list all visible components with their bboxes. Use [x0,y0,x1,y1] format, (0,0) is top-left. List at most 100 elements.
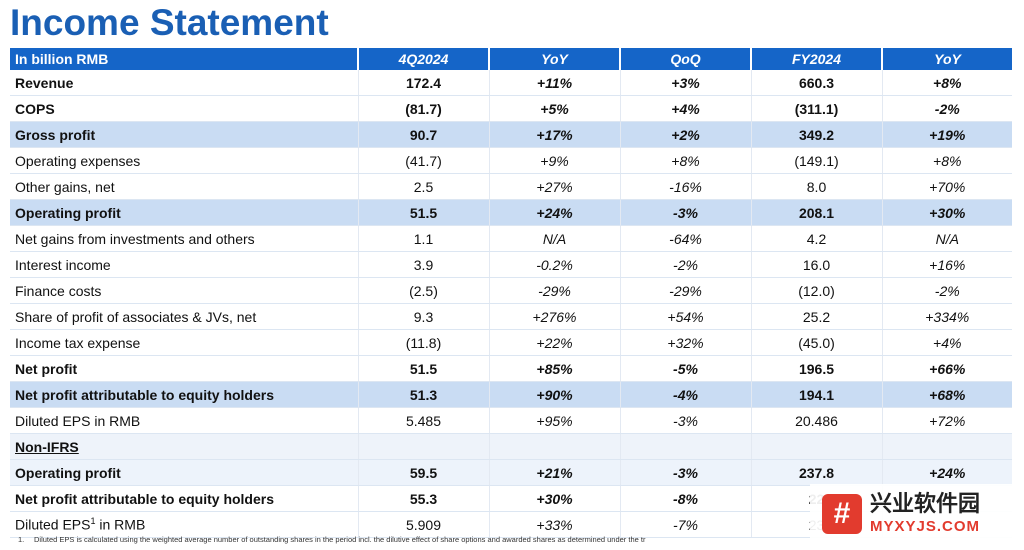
cell-quarter-yoy: +17% [488,121,620,148]
cell-quarter-yoy: +33% [488,511,620,538]
cell-4q2024: (11.8) [357,329,489,356]
cell-qoq: +32% [619,329,751,356]
cell-full-year-yoy: +72% [881,407,1012,434]
table-row: Operating profit 51.5 +24% -3% 208.1 +30… [10,199,1012,226]
cell-quarter-yoy: +9% [488,147,620,174]
cell-fy2024: (12.0) [750,277,882,304]
row-label: Net gains from investments and others [10,225,358,252]
cell-full-year-yoy: +70% [881,173,1012,200]
cell-qoq: +8% [619,147,751,174]
table-row: Gross profit 90.7 +17% +2% 349.2 +19% [10,121,1012,148]
cell-quarter-yoy: +85% [488,355,620,382]
cell-fy2024: (311.1) [750,95,882,122]
table-row: Operating profit 59.5 +21% -3% 237.8 +24… [10,459,1012,486]
table-row: Revenue 172.4 +11% +3% 660.3 +8% [10,70,1012,96]
row-label: Net profit [10,355,358,382]
table-header-row: In billion RMB 4Q2024 YoY QoQ FY2024 YoY [10,48,1012,70]
row-label: Diluted EPS1 in RMB [10,511,358,538]
cell-quarter-yoy: +27% [488,173,620,200]
cell-full-year-yoy: +8% [881,147,1012,174]
watermark-logo-icon: # [822,494,862,534]
watermark-text: 兴业软件园 MYXYJS.COM [870,492,980,536]
table-row: Net profit attributable to equity holder… [10,381,1012,408]
cell-qoq: -64% [619,225,751,252]
cell-4q2024: (41.7) [357,147,489,174]
cell-qoq: -3% [619,407,751,434]
cell-4q2024: 51.3 [357,381,489,408]
cell-fy2024: 660.3 [750,70,882,96]
cell-qoq: -3% [619,199,751,226]
table-row: Interest income 3.9 -0.2% -2% 16.0 +16% [10,251,1012,278]
header-4q2024: 4Q2024 [357,48,489,70]
table-row: Finance costs (2.5) -29% -29% (12.0) -2% [10,277,1012,304]
page-title: Income Statement [10,2,329,43]
cell-4q2024: 5.909 [357,511,489,538]
cell-fy2024: 16.0 [750,251,882,278]
row-label: Operating expenses [10,147,358,174]
cell-fy2024: 208.1 [750,199,882,226]
row-label: Finance costs [10,277,358,304]
row-label: Share of profit of associates & JVs, net [10,303,358,330]
cell-full-year-yoy: +30% [881,199,1012,226]
cell-fy2024: 25.2 [750,303,882,330]
section-label: Non-IFRS [10,433,358,460]
cell-quarter-yoy: +22% [488,329,620,356]
income-statement-table: In billion RMB 4Q2024 YoY QoQ FY2024 YoY… [10,48,1012,538]
header-unit-label: In billion RMB [10,48,358,70]
cell-quarter-yoy: -29% [488,277,620,304]
cell-full-year-yoy: +8% [881,70,1012,96]
cell-quarter-yoy: +30% [488,485,620,512]
cell-fy2024: (45.0) [750,329,882,356]
cell-4q2024: (2.5) [357,277,489,304]
row-label: Interest income [10,251,358,278]
footnote: 1. Diluted EPS is calculated using the we… [18,535,645,544]
cell-quarter-yoy: -0.2% [488,251,620,278]
cell-full-year-yoy: +24% [881,459,1012,486]
table-row: Net gains from investments and others 1.… [10,225,1012,252]
cell-4q2024: 9.3 [357,303,489,330]
row-label: COPS [10,95,358,122]
watermark-name: 兴业软件园 [870,492,981,517]
cell-quarter-yoy: +24% [488,199,620,226]
row-label: Operating profit [10,199,358,226]
cell-full-year-yoy: +19% [881,121,1012,148]
table-row: Income tax expense (11.8) +22% +32% (45.… [10,329,1012,356]
cell-4q2024: 51.5 [357,355,489,382]
cell-full-year-yoy: -2% [881,277,1012,304]
cell-qoq: -7% [619,511,751,538]
row-label: Other gains, net [10,173,358,200]
row-label: Net profit attributable to equity holder… [10,381,358,408]
cell-4q2024: 55.3 [357,485,489,512]
cell-quarter-yoy: +11% [488,70,620,96]
table-row: Operating expenses (41.7) +9% +8% (149.1… [10,147,1012,174]
cell-full-year-yoy: +66% [881,355,1012,382]
cell-full-year-yoy: +16% [881,251,1012,278]
footnote-marker: 1 [90,516,96,527]
cell-4q2024: 5.485 [357,407,489,434]
cell-fy2024: 4.2 [750,225,882,252]
cell-qoq: +4% [619,95,751,122]
table-row: COPS (81.7) +5% +4% (311.1) -2% [10,95,1012,122]
cell-qoq: +2% [619,121,751,148]
cell-fy2024: 196.5 [750,355,882,382]
row-label: Operating profit [10,459,358,486]
cell-fy2024: 349.2 [750,121,882,148]
cell-qoq: -4% [619,381,751,408]
cell-qoq: +3% [619,70,751,96]
table-row: Net profit 51.5 +85% -5% 196.5 +66% [10,355,1012,382]
table-row: Share of profit of associates & JVs, net… [10,303,1012,330]
cell-qoq: -3% [619,459,751,486]
cell-qoq: -8% [619,485,751,512]
cell-4q2024: 3.9 [357,251,489,278]
non-ifrs-label: Non-IFRS [15,438,79,455]
cell-quarter-yoy: +276% [488,303,620,330]
footnote-text: Diluted EPS is calculated using the weig… [34,535,646,544]
cell-full-year-yoy: +68% [881,381,1012,408]
cell-fy2024: 237.8 [750,459,882,486]
cell-fy2024: 8.0 [750,173,882,200]
eps-label-tail: in RMB [95,516,146,533]
cell-quarter-yoy: +90% [488,381,620,408]
row-label: Revenue [10,70,358,96]
cell-4q2024: 172.4 [357,70,489,96]
cell-4q2024: 59.5 [357,459,489,486]
